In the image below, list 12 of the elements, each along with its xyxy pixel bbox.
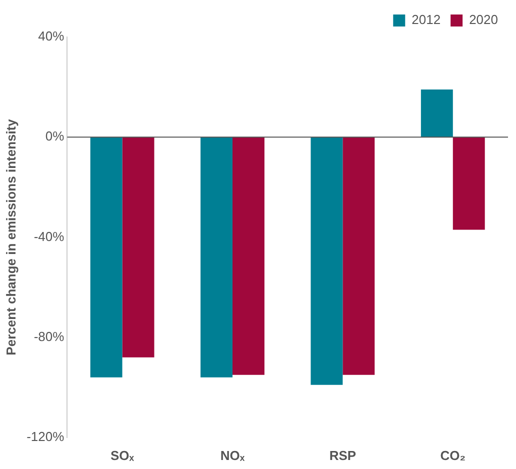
x-tick-label: CO₂ <box>440 448 466 463</box>
y-tick-label: 0% <box>45 128 65 144</box>
y-tick-label: -80% <box>34 328 65 344</box>
y-tick-label: -120% <box>26 428 65 444</box>
legend-label: 2020 <box>469 12 498 28</box>
x-tick-label: RSP <box>329 448 356 463</box>
x-tick-label: NOₓ <box>220 448 245 463</box>
legend-label: 2012 <box>412 12 441 28</box>
y-tick-label: 40% <box>38 28 65 44</box>
x-tick-label: SOₓ <box>110 448 134 463</box>
y-axis-title: Percent change in emissions intensity <box>3 118 18 356</box>
y-tick-label: -40% <box>34 228 65 244</box>
